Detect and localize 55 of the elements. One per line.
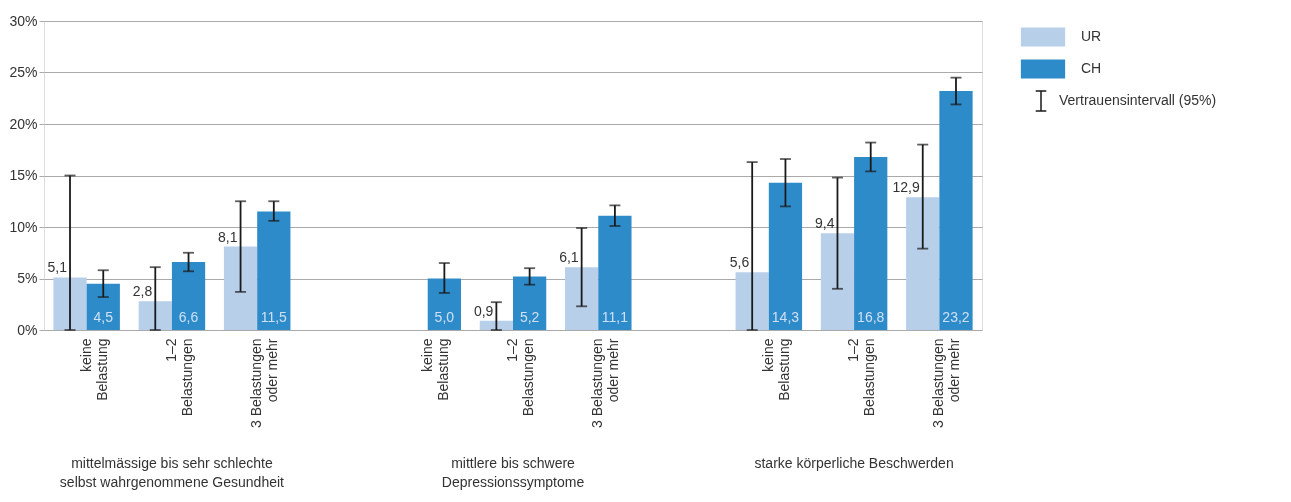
bar xyxy=(906,197,940,330)
bar xyxy=(820,233,855,330)
x-tick-label: 3 Belastungen oder mehr xyxy=(930,338,963,429)
data-label: 5,1 xyxy=(47,259,68,276)
bar xyxy=(598,215,632,330)
data-label: 23,2 xyxy=(942,309,970,325)
data-label: 11,5 xyxy=(260,309,288,325)
text: mittelmässige bis sehr schlechte selbst wahrgenommene Gesundheit xyxy=(59,455,285,490)
data-label: 2,8 xyxy=(132,283,153,300)
x-tick-label: keine Belastung xyxy=(759,338,792,401)
data-label: 16,8 xyxy=(857,309,885,325)
x-tick-label: keine Belastung xyxy=(418,338,451,401)
bar xyxy=(513,276,547,330)
bar xyxy=(138,301,172,330)
data-label: 14,3 xyxy=(771,309,800,325)
data-label: 9,4 xyxy=(814,215,835,232)
data-label: 12,9 xyxy=(892,179,920,196)
data-label: 6,1 xyxy=(559,249,579,266)
legend-label: UR xyxy=(1081,28,1102,44)
x-tick-label: 3 Belastungen oder mehr xyxy=(248,338,281,429)
bar xyxy=(854,156,888,330)
bar xyxy=(565,267,599,330)
x-tick-label: 1–2 Belastungen xyxy=(504,338,536,417)
text: starke körperliche Beschwerden xyxy=(754,455,954,471)
text: Vertrauensintervall (95%) xyxy=(1059,92,1217,108)
data-label: 5,6 xyxy=(729,254,750,271)
bar xyxy=(939,91,973,330)
y-tick-label: 20% xyxy=(9,115,38,132)
data-label: 0,9 xyxy=(473,302,494,319)
bar xyxy=(768,182,803,330)
y-tick-label: 25% xyxy=(9,64,38,80)
y-tick-label: 15% xyxy=(9,167,38,183)
data-label: 6,6 xyxy=(178,309,199,325)
y-tick-label: 10% xyxy=(9,218,38,235)
bar xyxy=(171,262,206,330)
bar xyxy=(86,283,120,330)
bar xyxy=(53,277,87,330)
y-tick-label: 5% xyxy=(17,270,38,286)
x-tick-label: 3 Belastungen oder mehr xyxy=(589,338,622,429)
x-tick-label: keine Belastung xyxy=(77,338,110,401)
y-tick-label: 0% xyxy=(17,321,38,338)
bar xyxy=(427,278,461,330)
data-label: 11,1 xyxy=(601,309,629,325)
y-tick-label: 30% xyxy=(9,12,38,29)
data-label: 5,0 xyxy=(434,309,455,325)
data-label: 5,2 xyxy=(519,309,540,325)
data-label: 4,5 xyxy=(93,309,114,325)
text: mittlere bis schwere Depressionssymptome xyxy=(441,455,585,490)
legend-label: CH xyxy=(1081,60,1102,76)
x-tick-label: 1–2 Belastungen xyxy=(845,338,878,417)
x-tick-label: 1–2 Belastungen xyxy=(162,338,195,417)
bar xyxy=(735,272,769,330)
bar xyxy=(223,246,258,330)
bar xyxy=(257,211,291,330)
data-label: 8,1 xyxy=(218,228,238,245)
